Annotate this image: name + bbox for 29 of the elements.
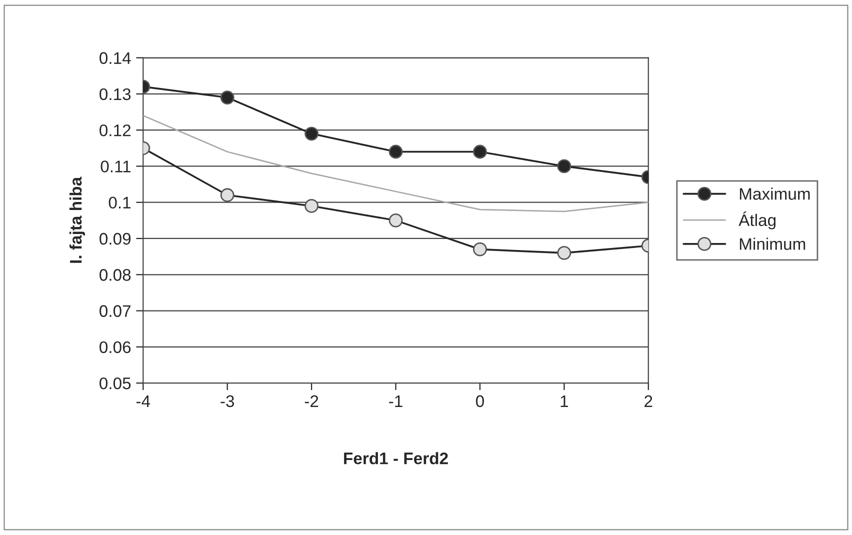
x-tick-label: -4 bbox=[136, 395, 150, 407]
y-tick-label: 0.14 bbox=[100, 52, 131, 64]
y-tick-label: 0.1 bbox=[108, 196, 131, 209]
x-tick-label: 2 bbox=[644, 395, 652, 407]
legend-label: Átlag bbox=[738, 211, 776, 230]
y-tick-label: 0.05 bbox=[100, 377, 131, 390]
y-tick-label: 0.06 bbox=[100, 341, 131, 354]
point bbox=[473, 242, 487, 256]
line-series bbox=[143, 114, 648, 212]
point bbox=[304, 199, 318, 213]
x-tick-label: -1 bbox=[389, 395, 402, 407]
y-tick-label: 0.11 bbox=[100, 160, 131, 172]
x-axis-title: Ferd1 - Ferd2 bbox=[344, 452, 448, 464]
y-tick-label: 0.13 bbox=[100, 88, 131, 100]
y-tick-label: 0.07 bbox=[100, 305, 130, 317]
x-tick-label: 1 bbox=[560, 395, 568, 407]
x-tick-label: -3 bbox=[220, 395, 234, 408]
legend-label: Minimum bbox=[740, 238, 806, 250]
point bbox=[388, 213, 403, 228]
y-axis-title: I. fajta hiba bbox=[69, 176, 86, 263]
y-tick-label: 0.08 bbox=[100, 269, 131, 281]
x-tick-label: -2 bbox=[304, 395, 318, 407]
y-tick-label: 0.12 bbox=[100, 124, 130, 136]
point bbox=[473, 144, 487, 159]
x-tick-label: 0 bbox=[476, 395, 484, 408]
y-tick-label: 0.09 bbox=[100, 232, 131, 245]
legend-label: Maximum bbox=[740, 188, 810, 200]
point bbox=[304, 126, 318, 141]
point bbox=[388, 144, 403, 159]
